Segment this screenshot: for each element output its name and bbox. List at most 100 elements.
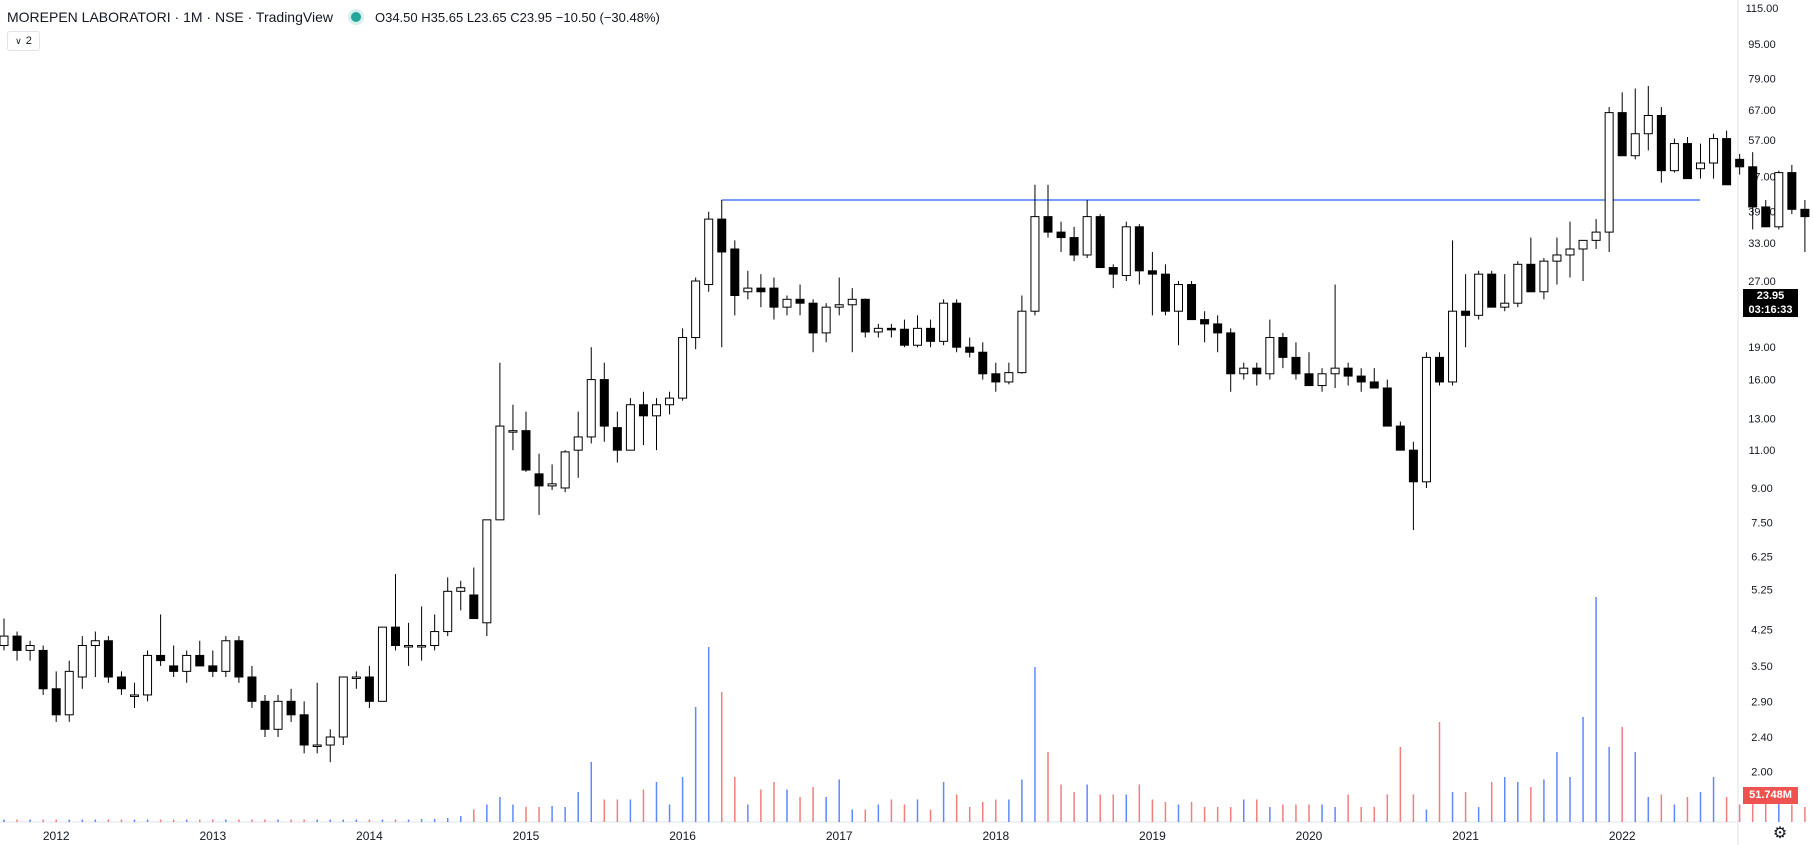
candle[interactable]: [847, 288, 857, 353]
candle[interactable]: [1800, 200, 1810, 252]
candle[interactable]: [1291, 342, 1301, 380]
candle[interactable]: [1682, 136, 1692, 180]
candle[interactable]: [130, 682, 139, 708]
candle[interactable]: [364, 665, 374, 708]
candle[interactable]: [939, 299, 949, 346]
candle[interactable]: [860, 298, 870, 338]
candle[interactable]: [325, 729, 335, 763]
candle[interactable]: [1774, 170, 1784, 230]
candle[interactable]: [1487, 270, 1497, 308]
candle[interactable]: [143, 650, 153, 702]
candle[interactable]: [547, 464, 557, 491]
candle[interactable]: [586, 347, 596, 444]
candle[interactable]: [1056, 221, 1066, 252]
candle[interactable]: [1160, 264, 1170, 316]
candle[interactable]: [299, 701, 309, 754]
candle[interactable]: [1435, 352, 1444, 386]
candle[interactable]: [156, 614, 166, 666]
candle[interactable]: [652, 398, 661, 451]
gear-icon[interactable]: ⚙: [1772, 825, 1788, 842]
candle[interactable]: [1121, 221, 1131, 282]
candle[interactable]: [1200, 311, 1210, 343]
candle[interactable]: [691, 277, 701, 350]
candle[interactable]: [1108, 264, 1118, 289]
candle[interactable]: [756, 274, 766, 308]
candle[interactable]: [717, 200, 727, 348]
candle[interactable]: [730, 240, 740, 316]
candle[interactable]: [90, 631, 100, 677]
candle[interactable]: [1252, 362, 1262, 386]
candle[interactable]: [351, 671, 361, 689]
candle[interactable]: [208, 650, 218, 677]
candle[interactable]: [1500, 274, 1510, 312]
candle[interactable]: [234, 636, 244, 683]
candle[interactable]: [404, 622, 414, 666]
candle[interactable]: [913, 315, 922, 348]
candle[interactable]: [1069, 226, 1079, 262]
candle[interactable]: [743, 270, 753, 300]
candle[interactable]: [1369, 368, 1379, 389]
candle[interactable]: [1748, 152, 1758, 230]
candle[interactable]: [886, 323, 896, 338]
candle[interactable]: [1134, 224, 1144, 285]
candle[interactable]: [965, 337, 975, 358]
candle[interactable]: [1213, 315, 1223, 353]
candle[interactable]: [665, 391, 675, 415]
candle[interactable]: [1474, 270, 1484, 320]
candle[interactable]: [377, 626, 387, 702]
candle[interactable]: [1017, 295, 1027, 374]
symbol-title[interactable]: MOREPEN LABORATORI · 1M · NSE · TradingV…: [7, 9, 333, 25]
candle[interactable]: [286, 688, 296, 722]
candle[interactable]: [169, 645, 179, 677]
candle[interactable]: [195, 640, 205, 667]
candle[interactable]: [808, 299, 818, 353]
candle[interactable]: [1395, 421, 1405, 451]
candle[interactable]: [1565, 221, 1575, 278]
candle[interactable]: [103, 636, 113, 683]
candle[interactable]: [417, 606, 427, 661]
candle[interactable]: [991, 362, 1001, 392]
candle[interactable]: [1513, 261, 1523, 308]
candle[interactable]: [1343, 362, 1353, 386]
candle[interactable]: [1043, 184, 1053, 238]
candle[interactable]: [482, 519, 492, 637]
candle[interactable]: [573, 411, 583, 478]
candle[interactable]: [1787, 164, 1797, 215]
candle[interactable]: [560, 450, 570, 493]
candle[interactable]: [1656, 106, 1666, 183]
candle[interactable]: [834, 277, 844, 316]
candle[interactable]: [769, 277, 779, 320]
candle[interactable]: [443, 577, 453, 637]
candle[interactable]: [638, 391, 648, 446]
candle[interactable]: [469, 567, 479, 620]
candle[interactable]: [1696, 143, 1705, 179]
candle[interactable]: [260, 694, 270, 737]
candle[interactable]: [1030, 184, 1040, 316]
candle[interactable]: [1643, 86, 1653, 151]
candle[interactable]: [1617, 92, 1627, 157]
candle[interactable]: [1461, 274, 1471, 348]
candle[interactable]: [1239, 362, 1249, 380]
candle[interactable]: [1539, 258, 1549, 300]
candle[interactable]: [64, 660, 74, 722]
candle[interactable]: [1147, 251, 1157, 316]
candle[interactable]: [795, 284, 805, 316]
candle[interactable]: [77, 636, 87, 689]
candle[interactable]: [0, 618, 9, 651]
candle[interactable]: [704, 211, 714, 292]
candle[interactable]: [273, 694, 283, 737]
indicators-toggle-button[interactable]: ∨ 2: [7, 31, 40, 51]
candle[interactable]: [430, 614, 440, 651]
candle[interactable]: [38, 645, 48, 695]
candle[interactable]: [1174, 281, 1183, 346]
candle[interactable]: [599, 362, 609, 442]
candle[interactable]: [952, 299, 962, 353]
candle[interactable]: [521, 411, 531, 472]
candle[interactable]: [899, 319, 909, 348]
candle[interactable]: [1421, 352, 1431, 488]
candle[interactable]: [1082, 200, 1092, 259]
candle[interactable]: [1448, 240, 1458, 386]
candle[interactable]: [1669, 138, 1679, 173]
candle[interactable]: [182, 650, 192, 683]
